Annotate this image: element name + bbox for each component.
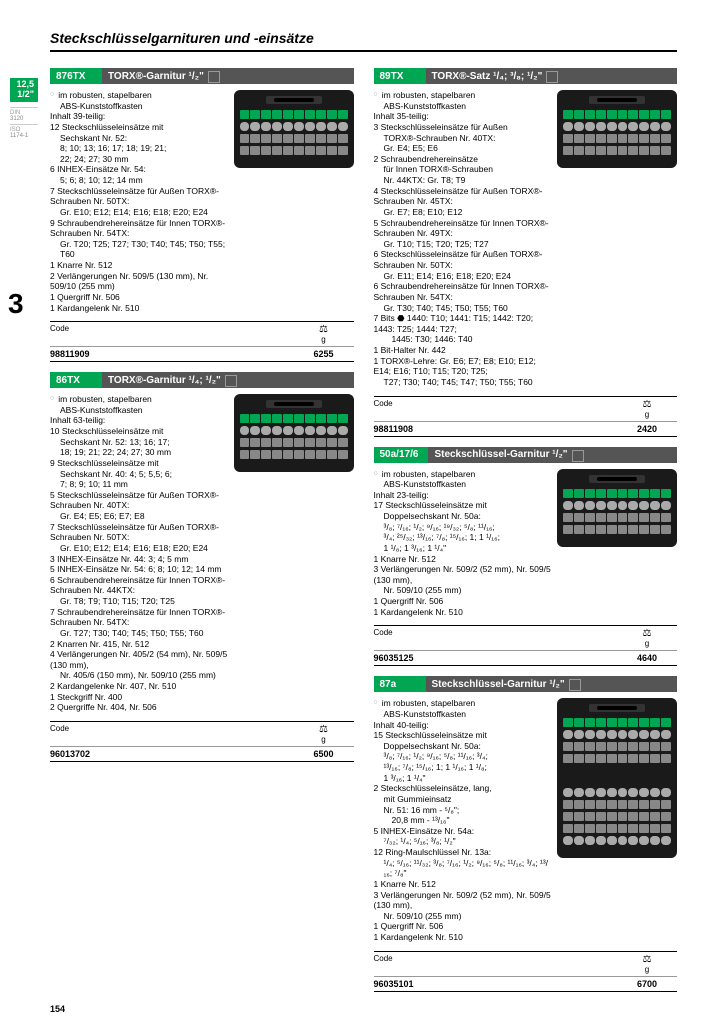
weight-icon: ⚖	[643, 399, 652, 410]
product-89TX: 89TXTORX®-Satz ¹/₄; ³/₈; ¹/₂" im robusten…	[374, 68, 678, 437]
checkbox-icon	[569, 679, 581, 691]
article-code: 98811909	[50, 349, 294, 359]
product-table: Code⚖g960137026500	[50, 721, 354, 762]
standards-box: DIN3120ISO1174-1	[10, 105, 38, 139]
product-title: TORX®-Satz ¹/₄; ³/₈; ¹/₂"	[426, 68, 678, 84]
product-description: im robusten, stapelbarenABS-Kunststoffka…	[50, 394, 228, 713]
product-title: TORX®-Garnitur ¹/₂"	[102, 68, 354, 84]
product-86TX: 86TXTORX®-Garnitur ¹/₄; ¹/₂" im robusten,…	[50, 372, 354, 762]
product-87a: 87aSteckschlüssel-Garnitur ¹/₂" im robust…	[374, 676, 678, 991]
product-code: 50a/17/6	[374, 447, 429, 463]
weight-value: 6500	[294, 749, 354, 759]
product-description: im robusten, stapelbarenABS-Kunststoffka…	[374, 698, 552, 942]
weight-value: 4640	[617, 653, 677, 663]
product-image	[557, 90, 677, 168]
drive-size-badge: 12,51/2"	[10, 78, 38, 102]
product-image	[234, 394, 354, 472]
product-code: 86TX	[50, 372, 102, 388]
checkbox-icon	[208, 71, 220, 83]
product-title: TORX®-Garnitur ¹/₄; ¹/₂"	[102, 372, 354, 388]
product-table: Code⚖g960351254640	[374, 625, 678, 666]
product-table: Code⚖g988119096255	[50, 321, 354, 362]
weight-value: 6255	[294, 349, 354, 359]
page-number: 154	[50, 1004, 65, 1014]
weight-icon: ⚖	[319, 324, 328, 335]
weight-icon: ⚖	[643, 628, 652, 639]
column-right: 89TXTORX®-Satz ¹/₄; ³/₈; ¹/₂" im robusten…	[374, 68, 678, 1002]
article-code: 96035101	[374, 979, 618, 989]
product-image	[557, 469, 677, 547]
product-title: Steckschlüssel-Garnitur ¹/₂"	[428, 447, 677, 463]
product-description: im robusten, stapelbarenABS-Kunststoffka…	[50, 90, 228, 313]
product-code: 89TX	[374, 68, 426, 84]
product-description: im robusten, stapelbarenABS-Kunststoffka…	[374, 90, 552, 388]
product-table: Code⚖g988119082420	[374, 396, 678, 437]
weight-value: 2420	[617, 424, 677, 434]
product-image	[234, 90, 354, 168]
article-code: 98811908	[374, 424, 618, 434]
article-code: 96013702	[50, 749, 294, 759]
product-50a/17/6: 50a/17/6Steckschlüssel-Garnitur ¹/₂" im r…	[374, 447, 678, 667]
weight-icon: ⚖	[643, 954, 652, 965]
checkbox-icon	[546, 71, 558, 83]
product-image	[557, 698, 677, 858]
weight-value: 6700	[617, 979, 677, 989]
product-code: 876TX	[50, 68, 102, 84]
checkbox-icon	[572, 450, 584, 462]
article-code: 96035125	[374, 653, 618, 663]
product-code: 87a	[374, 676, 426, 692]
product-description: im robusten, stapelbarenABS-Kunststoffka…	[374, 469, 552, 618]
product-title: Steckschlüssel-Garnitur ¹/₂"	[426, 676, 678, 692]
column-left: 876TXTORX®-Garnitur ¹/₂" im robusten, sta…	[50, 68, 354, 1002]
section-number: 3	[8, 288, 24, 320]
page-title: Steckschlüsselgarnituren und -einsätze	[50, 30, 677, 52]
weight-icon: ⚖	[319, 724, 328, 735]
product-876TX: 876TXTORX®-Garnitur ¹/₂" im robusten, sta…	[50, 68, 354, 362]
checkbox-icon	[225, 375, 237, 387]
product-table: Code⚖g960351016700	[374, 951, 678, 992]
